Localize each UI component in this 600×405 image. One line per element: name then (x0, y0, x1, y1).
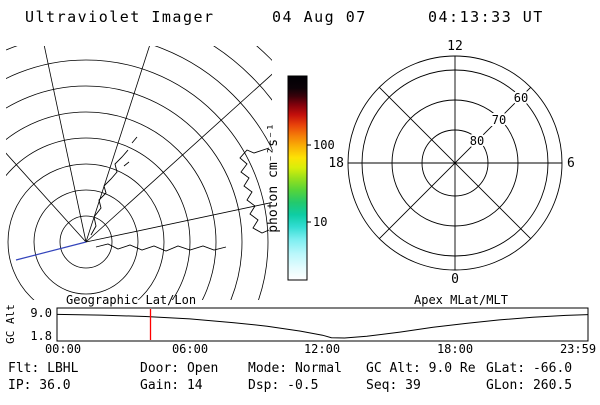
strip-xtick-4: 23:59 (560, 342, 596, 356)
status-glat: GLat: -66.0 (486, 361, 572, 376)
status-door: Door: Open (140, 361, 218, 376)
strip-xtick-0: 00:00 (45, 342, 81, 356)
geographic-map (6, 46, 272, 300)
status-glon: GLon: 260.5 (486, 378, 572, 393)
status-ip: IP: 36.0 (8, 378, 71, 393)
status-seq: Seq: 39 (366, 378, 421, 393)
strip-xtick-1: 06:00 (172, 342, 208, 356)
status-mode: Mode: Normal (248, 361, 342, 376)
polar-grid-spokes (348, 56, 562, 270)
status-flt: Flt: LBHL (8, 361, 79, 376)
strip-xtick-3: 18:00 (437, 342, 473, 356)
apex-polar-plot: 80 70 60 12 18 6 0 (328, 39, 574, 287)
altitude-strip-chart: GC Alt 9.0 1.8 00:00 06:00 12:00 18:00 2… (4, 304, 596, 356)
orbit-track-line (15, 241, 87, 261)
coastline (90, 136, 270, 252)
status-readouts: Flt: LBHL Door: Open Mode: Normal GC Alt… (8, 361, 572, 393)
strip-ytick-bottom: 1.8 (30, 329, 52, 343)
colorbar-tick-10: 10 (313, 215, 327, 229)
mlt-label-18: 18 (328, 156, 344, 171)
status-dsp: Dsp: -0.5 (248, 378, 318, 393)
geo-map-caption: Geographic Lat/Lon (66, 293, 196, 307)
strip-xtick-2: 12:00 (304, 342, 340, 356)
ring-label-60: 60 (514, 91, 528, 105)
latitude-grid (6, 46, 272, 300)
strip-ytick-top: 9.0 (30, 306, 52, 320)
status-gain: Gain: 14 (140, 378, 203, 393)
app-title: Ultraviolet Imager (25, 8, 215, 26)
colorbar-gradient (287, 75, 308, 281)
strip-ylabel: GC Alt (4, 304, 17, 344)
colorbar: photon cm⁻²s⁻¹ 100 10 (266, 75, 335, 281)
colorbar-unit-label: photon cm⁻²s⁻¹ (266, 123, 281, 233)
display-time: 04:13:33 UT (428, 8, 544, 26)
altitude-curve (56, 313, 589, 339)
mlt-label-12: 12 (447, 39, 463, 54)
display-date: 04 Aug 07 (272, 8, 367, 26)
apex-plot-caption: Apex MLat/MLT (414, 293, 508, 307)
mlt-label-6: 6 (567, 156, 575, 171)
colorbar-tick-100: 100 (313, 138, 335, 152)
strip-chart-frame (56, 307, 589, 342)
ring-label-70: 70 (492, 113, 506, 127)
ring-label-80: 80 (470, 134, 484, 148)
status-gcalt: GC Alt: 9.0 Re (366, 361, 476, 376)
mlt-label-0: 0 (451, 272, 459, 287)
